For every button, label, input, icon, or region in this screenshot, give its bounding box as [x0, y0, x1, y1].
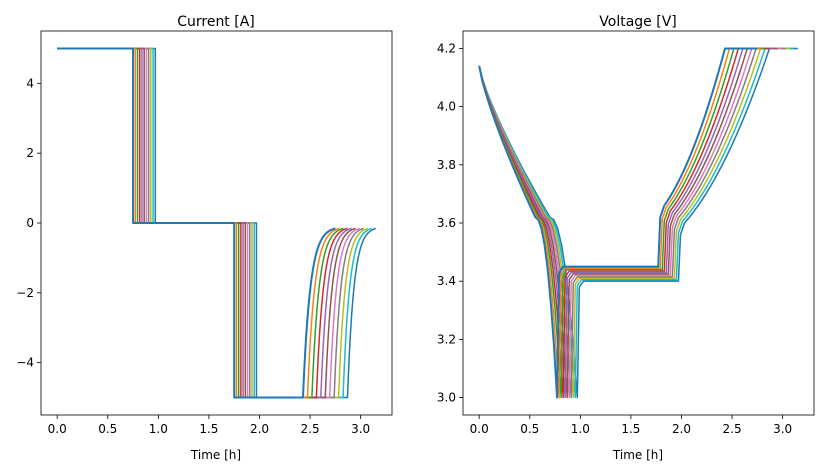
series-line — [57, 47, 352, 399]
series-line — [57, 47, 360, 399]
series-line — [57, 47, 377, 399]
y-tick-label: 3.2 — [437, 332, 456, 346]
x-tick-label: 1.5 — [621, 422, 640, 436]
y-tick-label: 0 — [26, 216, 34, 230]
current-plot-lines — [57, 47, 377, 399]
series-line — [478, 47, 798, 399]
y-tick-label: 3.0 — [437, 391, 456, 405]
x-tick-label: 2.0 — [250, 422, 269, 436]
voltage-x-ticks: 0.0 0.5 1.0 1.5 2.0 2.5 3.0 — [470, 415, 792, 436]
x-tick-label: 2.0 — [672, 422, 691, 436]
series-line — [478, 47, 778, 399]
y-tick-label: 2 — [26, 146, 34, 160]
voltage-chart-title: Voltage [V] — [599, 14, 676, 30]
series-line — [478, 47, 762, 399]
series-line — [478, 47, 758, 399]
y-tick-label: 4.2 — [437, 41, 456, 55]
series-line — [478, 47, 794, 399]
x-tick-label: 1.0 — [571, 422, 590, 436]
y-tick-label: 4.0 — [437, 100, 456, 114]
y-tick-label: 3.8 — [437, 158, 456, 172]
series-line — [57, 47, 364, 399]
voltage-x-axis-label: Time [h] — [612, 448, 663, 462]
voltage-plot-lines — [478, 47, 798, 399]
current-x-ticks: 0.0 0.5 1.0 1.5 2.0 2.5 3.0 — [48, 415, 370, 436]
series-line — [478, 47, 782, 399]
current-x-axis-label: Time [h] — [190, 448, 241, 462]
series-line — [478, 47, 786, 399]
current-y-ticks: −4 −2 0 2 4 — [16, 76, 41, 370]
current-chart-title: Current [A] — [177, 14, 255, 30]
current-chart: Current [A] 0.0 0.5 1.0 1.5 2.0 2.5 3.0 −4 −2 0 2… — [16, 14, 393, 462]
y-tick-label: 3.4 — [437, 274, 456, 288]
voltage-axes-frame — [462, 30, 815, 416]
voltage-chart: Voltage [V] 0.0 0.5 1.0 1.5 2.0 2.5 3.0 3.0 3.2… — [437, 14, 815, 462]
x-tick-label: 3.0 — [351, 422, 370, 436]
series-line — [57, 47, 340, 399]
x-tick-label: 0.0 — [470, 422, 489, 436]
x-tick-label: 3.0 — [773, 422, 792, 436]
y-tick-label: 4 — [26, 76, 34, 90]
x-tick-label: 2.5 — [301, 422, 320, 436]
series-line — [57, 47, 344, 399]
x-tick-label: 0.5 — [520, 422, 539, 436]
x-tick-label: 0.0 — [48, 422, 67, 436]
x-tick-label: 2.5 — [723, 422, 742, 436]
series-line — [57, 47, 356, 399]
x-tick-label: 1.0 — [149, 422, 168, 436]
series-line — [57, 47, 348, 399]
series-line — [57, 47, 373, 399]
y-tick-label: 3.6 — [437, 216, 456, 230]
series-line — [57, 47, 336, 399]
x-tick-label: 1.5 — [199, 422, 218, 436]
series-line — [478, 47, 790, 399]
x-tick-label: 0.5 — [98, 422, 117, 436]
y-tick-label: −2 — [16, 286, 34, 300]
series-line — [57, 47, 368, 399]
y-tick-label: −4 — [16, 356, 34, 370]
voltage-y-ticks: 3.0 3.2 3.4 3.6 3.8 4.0 4.2 — [437, 41, 463, 405]
